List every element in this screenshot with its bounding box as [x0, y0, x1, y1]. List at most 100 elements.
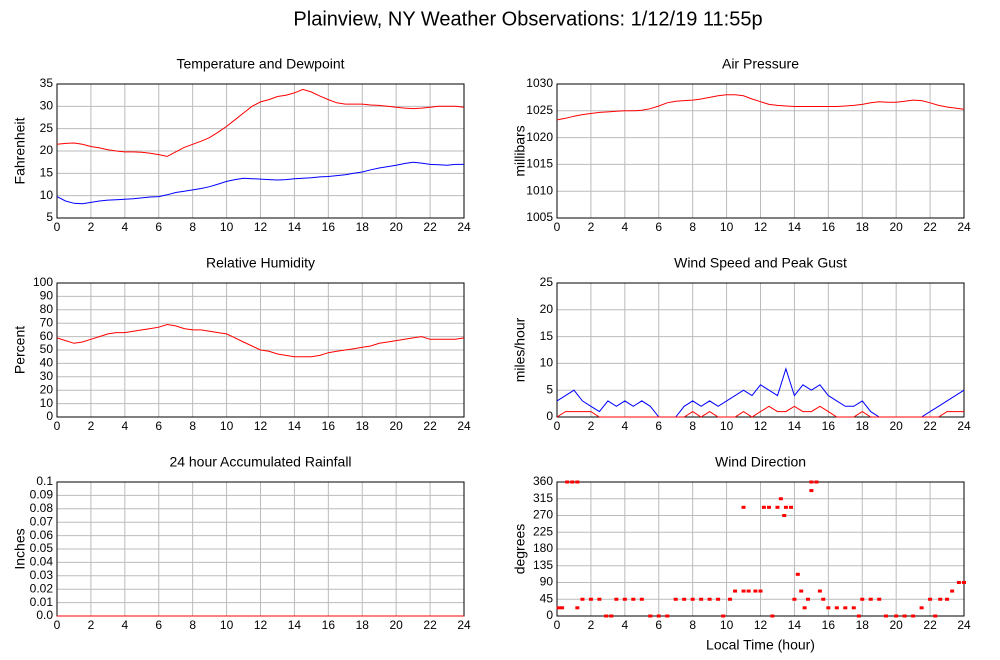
data-point	[604, 614, 609, 618]
data-point	[911, 614, 916, 618]
x-tick-label: 2	[588, 220, 595, 234]
data-point	[817, 589, 822, 593]
plot-frame	[56, 83, 465, 219]
x-tick-label: 10	[720, 618, 734, 632]
data-point	[826, 606, 831, 610]
data-line	[56, 161, 464, 205]
data-point	[956, 581, 961, 584]
x-tick-label: 10	[720, 419, 734, 433]
x-tick-label: 16	[822, 419, 836, 433]
x-tick-label: 24	[457, 220, 471, 234]
y-tick-label: 5	[546, 382, 553, 396]
y-tick-label: 315	[533, 491, 553, 505]
chart-panel: Air Pressuremillibars1005101010151020102…	[512, 56, 971, 234]
data-line	[56, 323, 465, 358]
x-tick-label: 2	[88, 419, 95, 433]
x-tick-label: 6	[155, 419, 162, 433]
chart-panel: Temperature and Dewpoint Fahrenheit 5 10 15 2…	[12, 56, 471, 234]
x-tick-label: 6	[155, 220, 162, 234]
y-tick-label: 100	[33, 275, 53, 289]
x-tick-label: 22	[923, 220, 937, 234]
x-tick-label: 4	[621, 220, 628, 234]
x-tick-label: 20	[389, 419, 403, 433]
data-point	[761, 505, 766, 509]
x-tick-label: 16	[822, 618, 836, 632]
data-point	[856, 614, 861, 618]
x-tick-label: 24	[957, 220, 971, 234]
x-tick-label: 0	[554, 220, 561, 234]
data-point	[597, 597, 602, 601]
x-tick-label: 22	[423, 419, 437, 433]
data-point	[690, 597, 695, 601]
data-line	[56, 88, 465, 157]
y-axis-label: millibars	[512, 125, 528, 176]
data-point	[809, 489, 814, 493]
data-point	[783, 505, 788, 509]
x-tick-label: 16	[322, 419, 336, 433]
data-point	[741, 505, 746, 509]
data-point	[682, 597, 687, 601]
data-point	[805, 597, 810, 601]
x-tick-label: 6	[655, 618, 662, 632]
y-tick-label: 0.06	[30, 528, 54, 542]
x-tick-label: 14	[288, 419, 302, 433]
x-tick-label: 16	[322, 618, 336, 632]
x-tick-label: 22	[423, 618, 437, 632]
y-tick-label: 20	[540, 302, 554, 316]
x-tick-label: 0	[554, 618, 561, 632]
x-tick-label: 20	[889, 220, 903, 234]
x-tick-label: 4	[621, 618, 628, 632]
data-point	[673, 597, 678, 601]
x-tick-label: 2	[588, 419, 595, 433]
x-tick-label: 12	[254, 618, 268, 632]
data-point	[809, 480, 814, 484]
y-tick-label: 270	[533, 508, 553, 522]
data-point	[883, 614, 888, 618]
y-tick-label: 0.02	[30, 581, 54, 595]
data-point	[622, 597, 627, 601]
y-tick-label: 0.05	[30, 541, 54, 555]
x-tick-label: 14	[788, 419, 802, 433]
data-point	[648, 614, 653, 618]
x-tick-label: 24	[957, 618, 971, 632]
x-tick-label: 18	[856, 220, 870, 234]
data-point	[962, 581, 966, 584]
y-tick-label: 45	[540, 591, 554, 605]
y-tick-label: 0	[546, 608, 553, 622]
x-tick-label: 4	[621, 419, 628, 433]
chart-title: Wind Speed and Peak Gust	[674, 255, 847, 271]
data-point	[556, 606, 561, 610]
y-tick-label: 35	[40, 76, 54, 90]
x-tick-label: 8	[189, 220, 196, 234]
x-tick-label: 6	[655, 220, 662, 234]
x-tick-label: 8	[189, 419, 196, 433]
y-tick-label: 1010	[526, 183, 553, 197]
x-axis-label: Local Time (hour)	[706, 637, 815, 653]
x-tick-label: 10	[220, 220, 234, 234]
y-tick-label: 0	[46, 409, 53, 423]
data-point	[877, 597, 882, 601]
data-point	[575, 480, 580, 484]
data-point	[656, 614, 661, 618]
x-tick-label: 6	[155, 618, 162, 632]
x-tick-label: 14	[288, 618, 302, 632]
y-tick-label: 0.0	[36, 608, 53, 622]
y-tick-label: 10	[540, 356, 554, 370]
x-tick-label: 22	[423, 220, 437, 234]
data-point	[792, 597, 797, 601]
y-tick-label: 0.07	[30, 514, 54, 528]
x-tick-label: 12	[754, 419, 768, 433]
x-tick-label: 24	[457, 618, 471, 632]
y-tick-label: 0.09	[30, 488, 54, 502]
x-tick-label: 2	[588, 618, 595, 632]
data-point	[716, 597, 721, 601]
plot-frame	[556, 83, 965, 219]
x-tick-label: 14	[288, 220, 302, 234]
chart-panel: Wind Speed and Peak Gust miles/hour 0 5 10 15…	[512, 255, 971, 433]
chart-title: Air Pressure	[722, 56, 799, 72]
x-tick-label: 16	[822, 220, 836, 234]
y-tick-label: 180	[533, 541, 553, 555]
data-point	[766, 505, 771, 509]
y-tick-label: 1020	[526, 130, 553, 144]
x-tick-label: 18	[856, 618, 870, 632]
